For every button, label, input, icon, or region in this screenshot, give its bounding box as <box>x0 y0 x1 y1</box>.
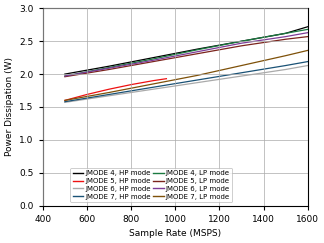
X-axis label: Sample Rate (MSPS): Sample Rate (MSPS) <box>129 229 221 238</box>
Y-axis label: Power Dissipation (W): Power Dissipation (W) <box>5 57 14 156</box>
Legend: JMODE 4, HP mode, JMODE 5, HP mode, JMODE 6, HP mode, JMODE 7, HP mode, JMODE 4,: JMODE 4, HP mode, JMODE 5, HP mode, JMOD… <box>70 168 232 202</box>
